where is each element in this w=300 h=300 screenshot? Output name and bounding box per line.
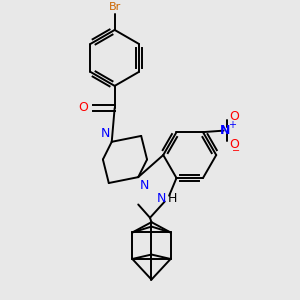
Text: H: H bbox=[168, 192, 177, 205]
Text: N: N bbox=[101, 127, 110, 140]
Text: N: N bbox=[220, 124, 230, 137]
Text: N: N bbox=[157, 192, 166, 205]
Text: Br: Br bbox=[109, 2, 121, 12]
Text: O: O bbox=[230, 110, 239, 123]
Text: −: − bbox=[232, 146, 240, 156]
Text: O: O bbox=[78, 101, 88, 115]
Text: +: + bbox=[227, 120, 236, 130]
Text: O: O bbox=[230, 138, 239, 151]
Text: N: N bbox=[140, 178, 149, 192]
